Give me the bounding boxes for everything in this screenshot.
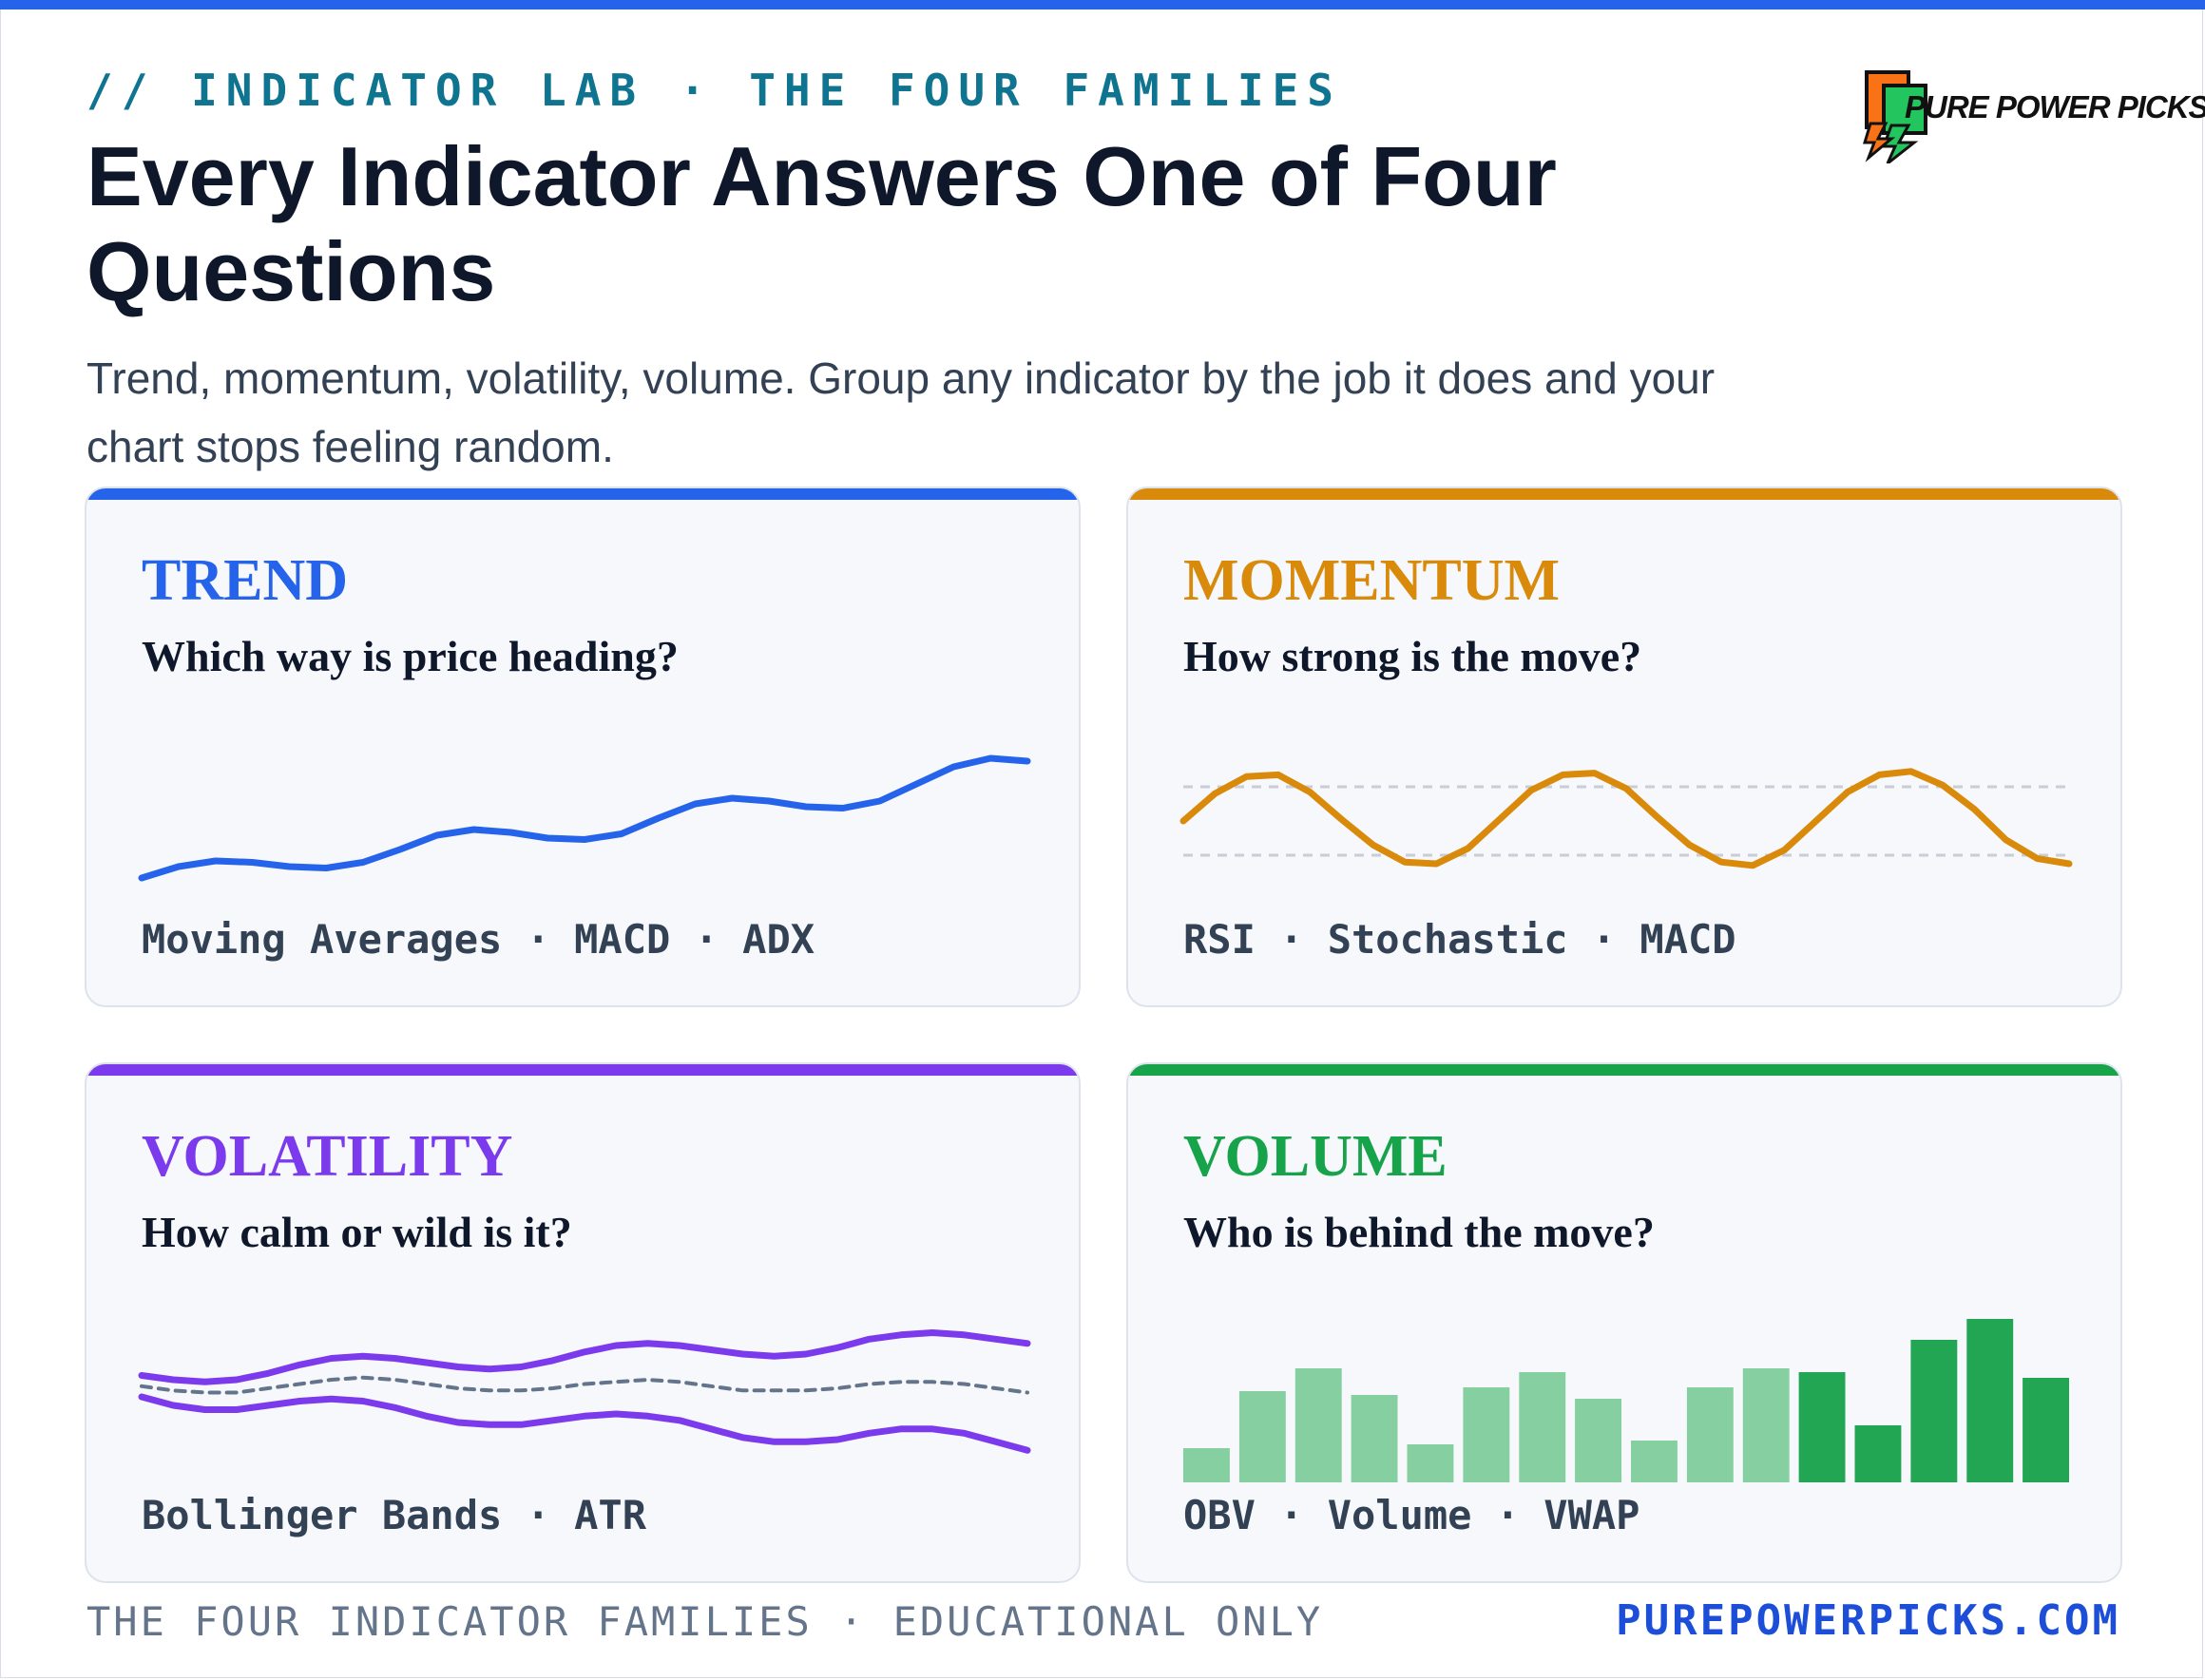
volume-bar (1742, 1368, 1790, 1482)
volume-bar (1631, 1441, 1678, 1482)
lightning-bolt-icon (1863, 70, 1927, 163)
volume-bar (1238, 1391, 1286, 1482)
card-indicator-list: Moving Averages · MACD · ADX (142, 916, 815, 963)
card-question: Which way is price heading? (142, 632, 679, 680)
volume-bar (2023, 1378, 2069, 1482)
trend-line-chart (138, 754, 1031, 882)
upper-band-line (138, 1329, 1031, 1385)
volume-bar (1519, 1372, 1566, 1482)
card-title: MOMENTUM (1183, 548, 1561, 613)
card-accent-bar (86, 488, 1079, 500)
volume-bar (1407, 1444, 1454, 1482)
lower-band-line (138, 1393, 1031, 1454)
card-indicator-list: RSI · Stochastic · MACD (1183, 916, 1736, 963)
middle-band-line (140, 1375, 1029, 1395)
card-question: How strong is the move? (1183, 632, 1642, 680)
volume-bar (1351, 1395, 1398, 1482)
card-momentum: MOMENTUM How strong is the move? RSI · S… (1126, 487, 2122, 1007)
card-accent-bar (1128, 488, 2120, 500)
footer-note: THE FOUR INDICATOR FAMILIES · EDUCATIONA… (86, 1598, 1324, 1645)
card-volatility: VOLATILITY How calm or wild is it? Bolli… (85, 1062, 1081, 1583)
volume-bar (1183, 1448, 1230, 1482)
page-title: Every Indicator Answers One of Four Ques… (86, 129, 1557, 318)
volatility-bands-chart (138, 1329, 1031, 1454)
card-accent-bar (86, 1064, 1079, 1076)
card-volume: VOLUME Who is behind the move? OBV · Vol… (1126, 1062, 2122, 1583)
trend-line (138, 754, 1031, 882)
volume-bar-chart (1183, 1319, 2069, 1482)
volume-bar (1686, 1387, 1734, 1482)
card-indicator-list: OBV · Volume · VWAP (1183, 1492, 1640, 1538)
volume-bar (1966, 1319, 2014, 1482)
brand-logo[interactable]: PURE POWER PICKS (1863, 68, 2205, 163)
volume-bar (1294, 1368, 1342, 1482)
top-accent-rule (0, 0, 2205, 10)
card-accent-bar (1128, 1064, 2120, 1076)
kicker: // INDICATOR LAB · THE FOUR FAMILIES (86, 65, 1342, 116)
card-question: Who is behind the move? (1183, 1208, 1655, 1256)
page-subtitle: Trend, momentum, volatility, volume. Gro… (86, 353, 1716, 471)
card-trend: TREND Which way is price heading? Moving… (85, 487, 1081, 1007)
brand-logo-text: PURE POWER PICKS (1905, 89, 2205, 124)
volume-bar (1575, 1399, 1621, 1482)
card-indicator-list: Bollinger Bands · ATR (142, 1492, 647, 1538)
momentum-oscillator-chart (1179, 768, 2073, 869)
volume-bar (1463, 1387, 1510, 1482)
card-title: TREND (142, 548, 349, 613)
volume-bar (1910, 1340, 1958, 1482)
volume-bar (1854, 1425, 1902, 1482)
volume-bar (1798, 1372, 1846, 1482)
momentum-line (1179, 768, 2073, 869)
card-title: VOLUME (1183, 1124, 1448, 1189)
footer-site-link[interactable]: PUREPOWERPICKS.COM (1616, 1596, 2120, 1645)
card-title: VOLATILITY (142, 1124, 513, 1189)
card-question: How calm or wild is it? (142, 1208, 572, 1256)
